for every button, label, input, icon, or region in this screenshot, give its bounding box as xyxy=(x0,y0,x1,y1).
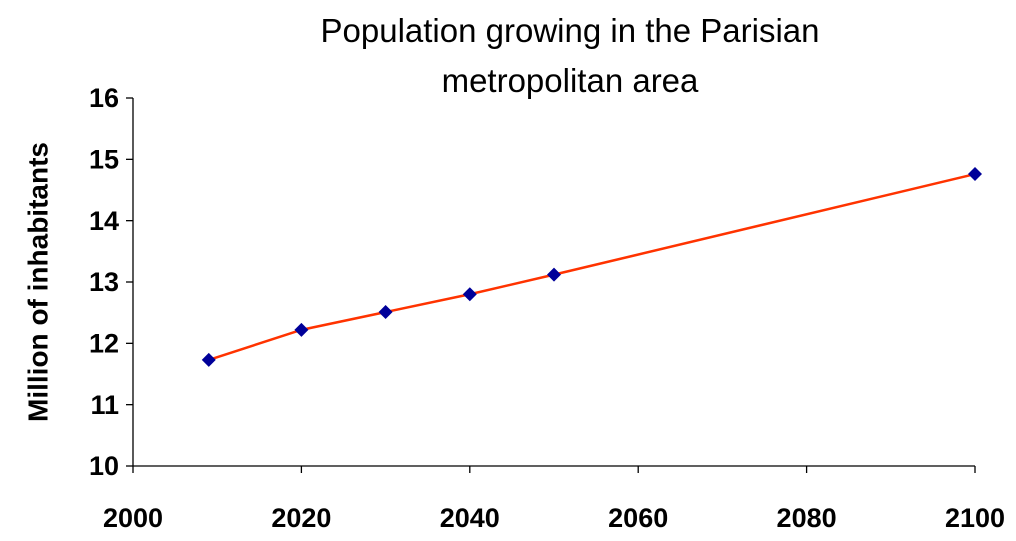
marker xyxy=(968,167,982,182)
x-tick-label: 2020 xyxy=(271,503,331,533)
x-tick-label: 2060 xyxy=(608,503,668,533)
x-tick-label: 2100 xyxy=(945,503,1005,533)
chart-title: Population growing in the Parisian metro… xyxy=(320,12,820,99)
y-tick-label: 11 xyxy=(90,390,119,420)
y-tick-label: 12 xyxy=(89,328,119,358)
y-tick-label: 13 xyxy=(89,267,119,297)
marker xyxy=(462,287,477,302)
y-tick-label: 10 xyxy=(89,451,119,481)
line xyxy=(208,172,976,362)
marker xyxy=(294,322,309,337)
marker xyxy=(547,267,561,282)
y-tick-label: 16 xyxy=(89,83,119,113)
x-tick-label: 2080 xyxy=(777,503,837,533)
x-tick-label: 2000 xyxy=(103,503,163,533)
x-tick-label: 2040 xyxy=(440,503,500,533)
y-tick-label: 15 xyxy=(89,144,119,174)
marker xyxy=(378,305,393,320)
y-tick-label: 14 xyxy=(89,206,119,236)
y-axis-label: Million of inhabitants xyxy=(22,142,53,422)
marker xyxy=(201,352,216,367)
